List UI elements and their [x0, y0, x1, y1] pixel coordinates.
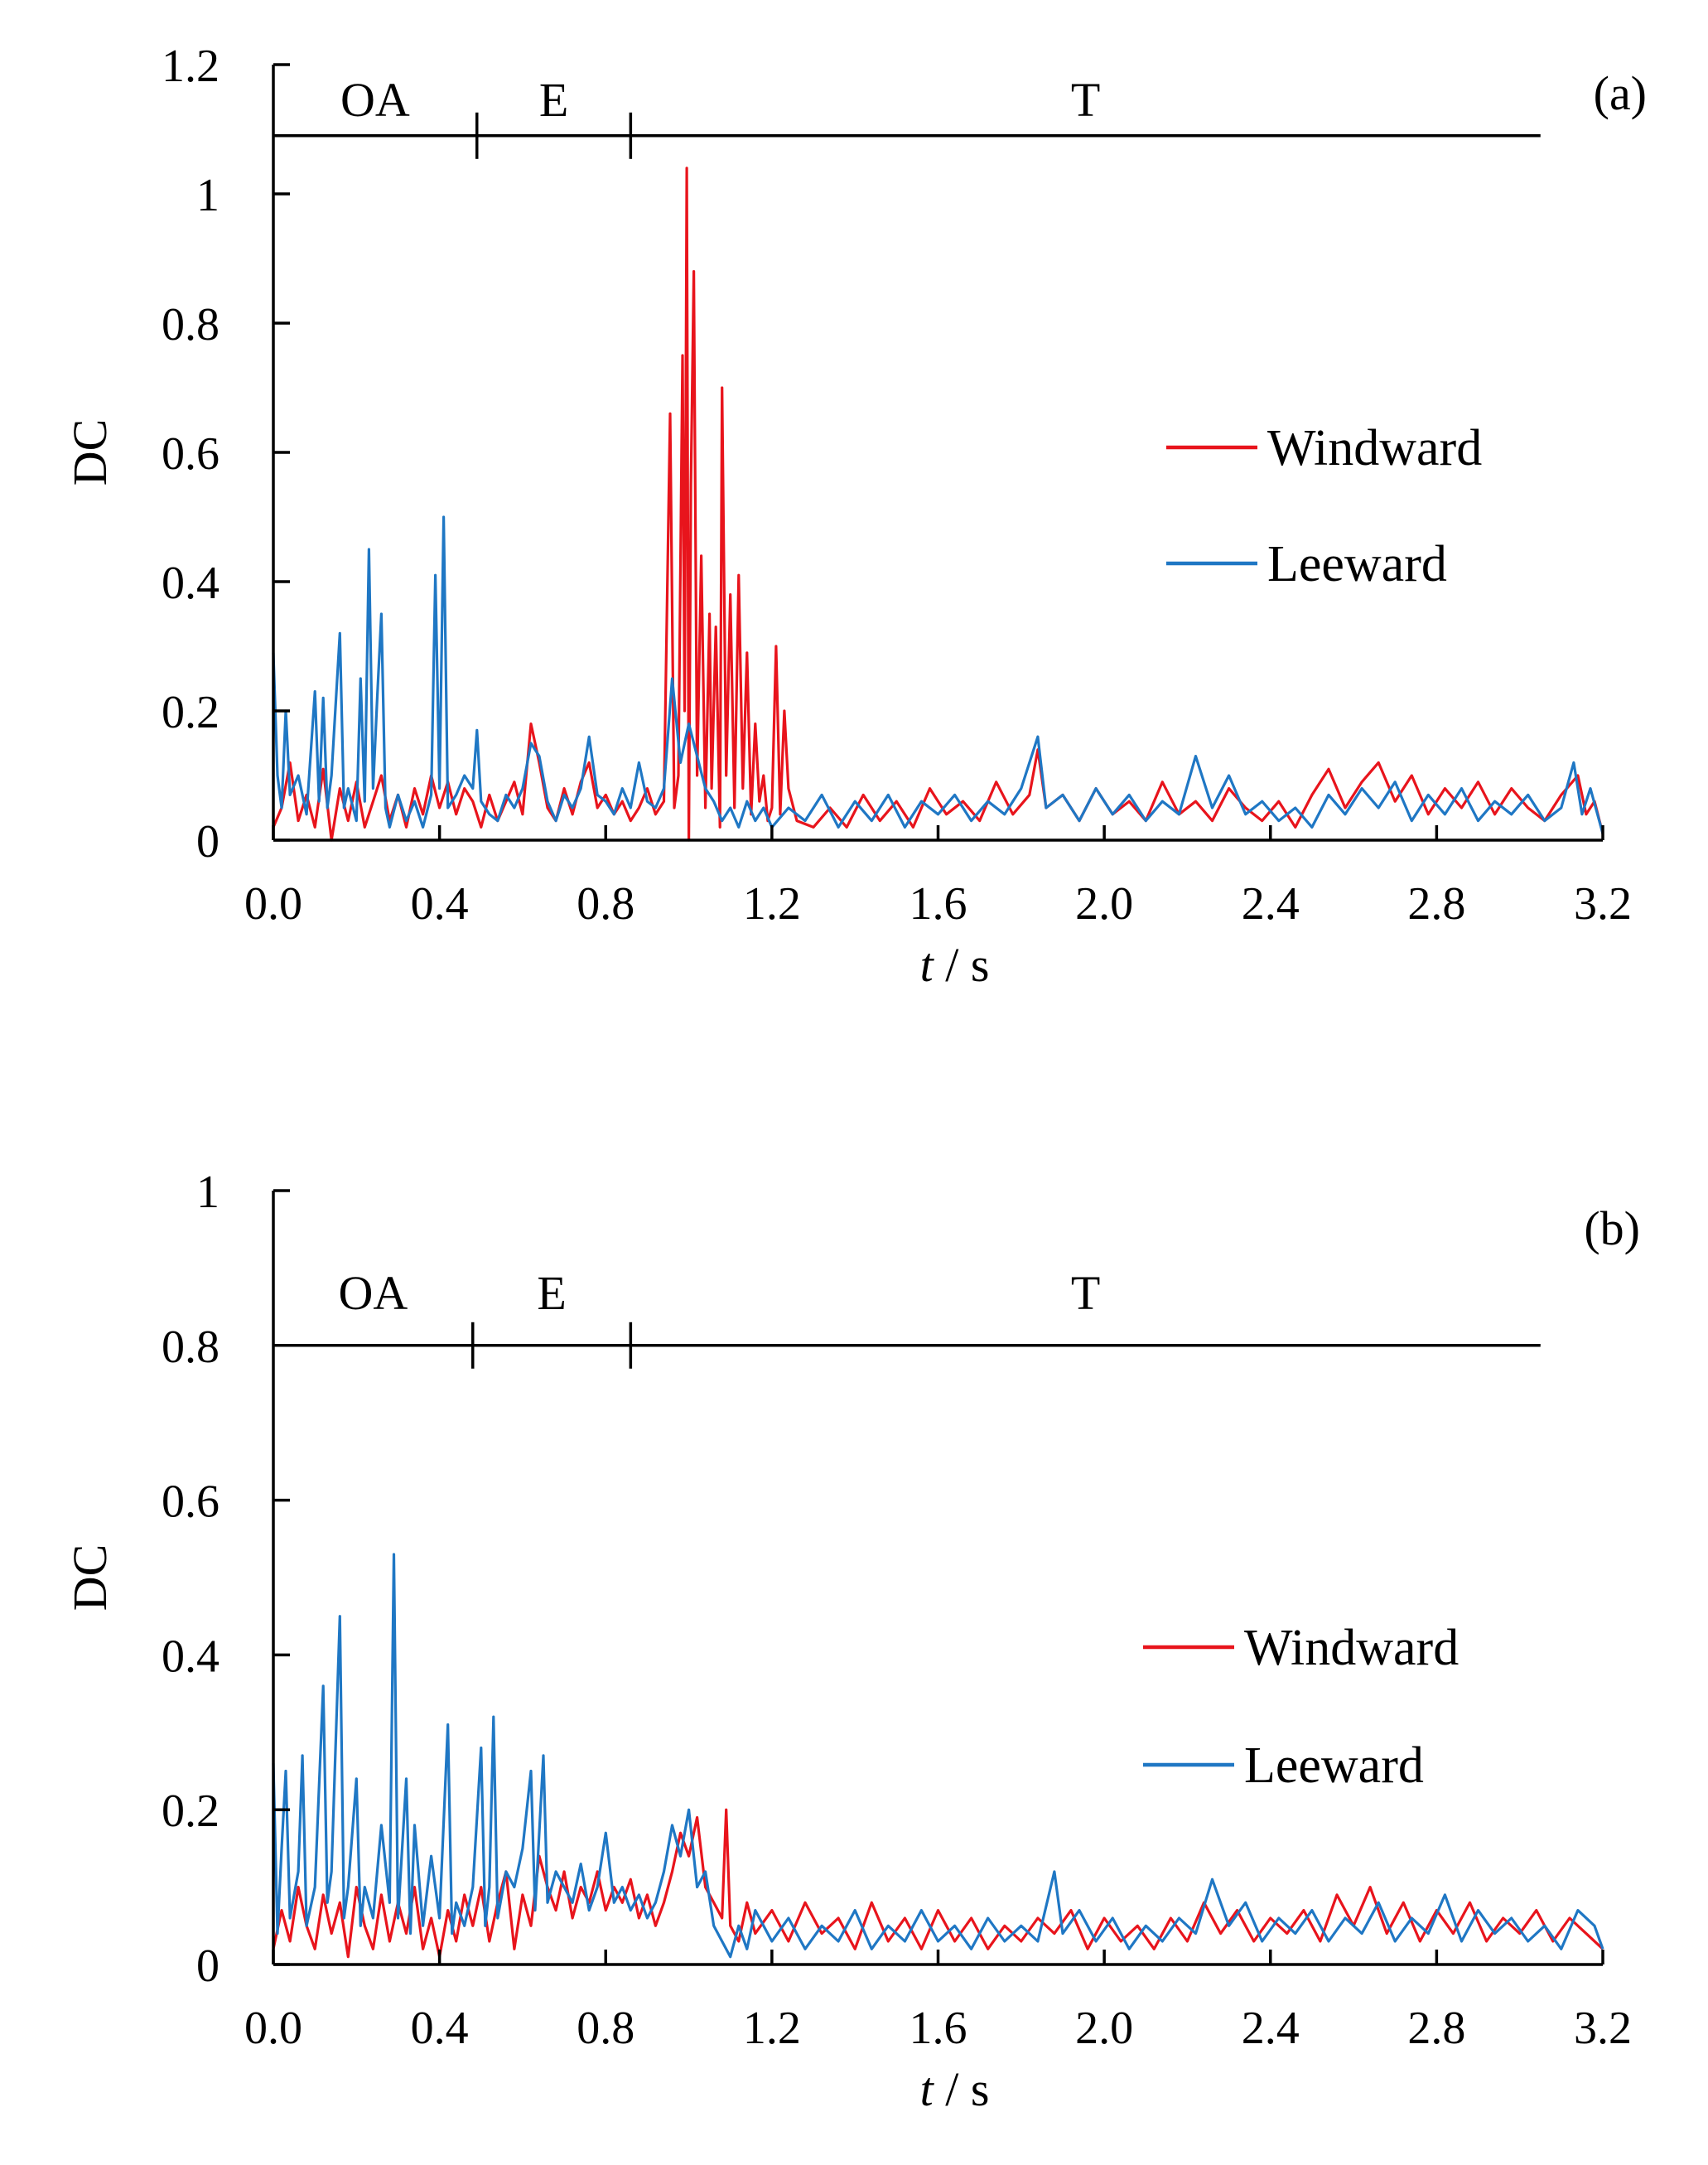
series-line-windward	[272, 167, 1604, 842]
x-tick-label: 0.8	[577, 2003, 634, 2054]
y-tick-label: 0.8	[162, 1322, 220, 1373]
series-line-leeward	[272, 1553, 1604, 1959]
y-tick-label: 0.4	[162, 558, 220, 609]
x-tick-label: 0.8	[577, 878, 634, 930]
legend-label-windward: Windward	[1244, 1620, 1459, 1676]
x-tick-label: 3.2	[1574, 2003, 1632, 2054]
phase-label-oa: OA	[340, 73, 410, 127]
y-tick-label: 1.2	[162, 41, 220, 92]
series-line-windward	[272, 1808, 1604, 1959]
x-axis-title-variable: t	[920, 938, 935, 992]
panel-label: (b)	[1584, 1201, 1640, 1255]
x-tick-label: 0.0	[244, 878, 302, 930]
x-axis-title-unit: / s	[934, 2062, 990, 2116]
x-tick-label: 0.4	[411, 878, 469, 930]
y-tick-label: 0.2	[162, 687, 220, 738]
legend-label-leeward: Leeward	[1267, 536, 1447, 592]
x-tick-label: 1.6	[909, 878, 967, 930]
x-axis-title-unit: / s	[934, 938, 990, 992]
x-axis-title: t / s	[920, 938, 990, 992]
legend-label-windward: Windward	[1267, 420, 1482, 476]
x-tick-label: 2.4	[1242, 878, 1300, 930]
y-tick-label: 0	[196, 816, 220, 867]
y-axis-title: DC	[63, 1544, 117, 1612]
y-axis-title: DC	[63, 419, 117, 486]
y-tick-label: 0.8	[162, 299, 220, 350]
y-tick-label: 1	[196, 1167, 220, 1218]
x-tick-label: 2.0	[1075, 2003, 1133, 2054]
phase-label-e: E	[537, 1266, 566, 1320]
x-tick-label: 2.8	[1407, 878, 1465, 930]
phase-label-oa: OA	[338, 1266, 408, 1320]
panel-label: (a)	[1594, 66, 1647, 120]
x-tick-label: 0.4	[411, 2003, 469, 2054]
y-tick-label: 1	[196, 170, 220, 221]
series-line-leeward	[272, 515, 1604, 834]
phase-label-t: T	[1071, 1266, 1100, 1320]
x-tick-label: 3.2	[1574, 878, 1632, 930]
x-tick-label: 1.2	[743, 878, 801, 930]
panel-b: 0 0.2 0.4 0.6 0.8 1 0.0 0.4 0.8 1.2 1.6 2.0 2.4 2.8 3.…	[63, 1167, 1640, 2116]
x-tick-label: 2.8	[1407, 2003, 1465, 2054]
phase-label-t: T	[1071, 73, 1100, 127]
x-tick-label: 0.0	[244, 2003, 302, 2054]
y-tick-label: 0.6	[162, 428, 220, 480]
x-axis-title: t / s	[920, 2062, 990, 2116]
y-tick-label: 0.6	[162, 1476, 220, 1528]
y-tick-label: 0	[196, 1940, 220, 1992]
x-tick-label: 1.6	[909, 2003, 967, 2054]
y-tick-label: 0.2	[162, 1786, 220, 1837]
y-tick-label: 0.4	[162, 1631, 220, 1682]
x-tick-label: 2.4	[1242, 2003, 1300, 2054]
x-tick-label: 1.2	[743, 2003, 801, 2054]
phase-label-e: E	[539, 73, 568, 127]
panel-a: 0 0.2 0.4 0.6 0.8 1 1.2 0.0 0.4 0.8 1.2 1.6 2.0 2.4 2.…	[63, 41, 1647, 992]
x-axis-title-variable: t	[920, 2062, 935, 2116]
x-tick-label: 2.0	[1075, 878, 1133, 930]
legend-label-leeward: Leeward	[1244, 1737, 1424, 1794]
